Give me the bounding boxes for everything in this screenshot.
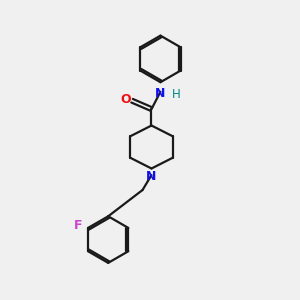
- Text: N: N: [155, 87, 165, 100]
- Text: O: O: [120, 93, 131, 106]
- Text: H: H: [172, 88, 180, 100]
- Text: F: F: [74, 219, 83, 232]
- Text: N: N: [146, 170, 157, 183]
